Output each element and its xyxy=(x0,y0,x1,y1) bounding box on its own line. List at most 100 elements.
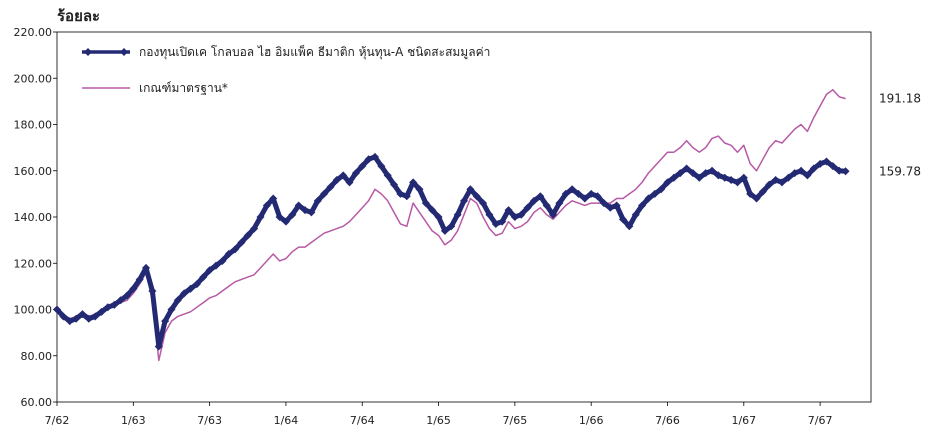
data-point-fund xyxy=(612,201,621,210)
data-point-fund xyxy=(574,189,583,198)
data-point-fund xyxy=(180,289,189,298)
data-point-fund xyxy=(326,182,335,191)
data-point-fund xyxy=(65,317,74,326)
data-point-fund xyxy=(784,173,793,182)
data-point-fund xyxy=(447,222,456,231)
plot-area xyxy=(56,31,872,403)
legend-item-fund: กองทุนเปิดเค โกลบอล ไฮ อิมแพ็ค ธีมาติก ห… xyxy=(82,44,490,60)
data-point-fund xyxy=(390,180,399,189)
data-point-fund xyxy=(224,250,233,258)
data-point-fund xyxy=(529,196,538,205)
data-point-fund xyxy=(695,173,704,182)
data-point-fund xyxy=(485,210,494,219)
data-point-fund xyxy=(631,210,640,219)
data-point-fund xyxy=(84,314,93,323)
data-point-fund xyxy=(345,178,354,187)
data-point-fund xyxy=(701,169,710,178)
y-tick-label: 100.00 xyxy=(14,304,53,317)
data-point-fund xyxy=(714,171,723,180)
x-tick-label: 1/66 xyxy=(579,414,604,427)
data-point-fund xyxy=(523,203,532,212)
data-point-fund xyxy=(339,171,348,180)
data-point-fund xyxy=(727,176,736,184)
data-point-fund xyxy=(78,310,87,319)
data-point-fund xyxy=(510,213,519,221)
series-layer xyxy=(53,89,850,362)
data-point-fund xyxy=(504,206,513,215)
data-point-fund xyxy=(517,210,526,219)
data-point-fund xyxy=(281,217,290,226)
data-point-fund xyxy=(370,152,379,161)
x-tick-label: 1/64 xyxy=(274,414,299,427)
x-tick-label: 7/63 xyxy=(197,414,222,427)
data-point-fund xyxy=(752,194,761,203)
legend-item-benchmark: เกณฑ์มาตรฐาน* xyxy=(82,81,228,95)
data-point-fund xyxy=(91,312,100,321)
data-point-fund xyxy=(161,317,170,326)
data-point-fund xyxy=(599,199,608,208)
data-point-fund xyxy=(828,162,837,171)
data-point-fund xyxy=(332,176,341,184)
x-tick-label: 1/63 xyxy=(121,414,146,427)
data-point-fund xyxy=(262,201,271,210)
data-point-fund xyxy=(231,245,240,254)
data-point-fund xyxy=(250,224,259,233)
data-point-fund xyxy=(765,180,774,189)
data-point-fund xyxy=(472,192,481,201)
data-point-fund xyxy=(822,157,831,166)
series-line-benchmark xyxy=(56,89,846,362)
data-point-fund xyxy=(733,178,742,187)
y-tick-label: 60.00 xyxy=(21,396,53,409)
data-point-fund xyxy=(103,303,112,312)
data-point-fund xyxy=(320,189,329,198)
data-point-fund xyxy=(536,192,545,201)
y-tick-label: 140.00 xyxy=(14,211,53,224)
data-point-fund xyxy=(167,305,176,314)
x-tick-label: 1/67 xyxy=(731,414,756,427)
data-point-fund xyxy=(313,196,322,205)
y-tick-label: 220.00 xyxy=(14,26,53,39)
y-tick-label: 120.00 xyxy=(14,257,53,270)
x-tick-label: 1/65 xyxy=(426,414,451,427)
y-tick-label: 200.00 xyxy=(14,72,53,85)
data-point-fund xyxy=(53,305,61,314)
data-point-fund xyxy=(618,215,627,224)
data-point-fund xyxy=(479,199,488,208)
data-point-fund xyxy=(466,185,475,194)
data-point-fund xyxy=(211,261,220,270)
data-point-fund xyxy=(122,291,131,300)
y-tick-label: 80.00 xyxy=(21,350,53,363)
data-point-fund xyxy=(739,173,748,182)
data-point-fund xyxy=(688,169,697,178)
legend-marker-fund-right xyxy=(120,48,128,56)
data-point-fund xyxy=(676,169,685,178)
x-tick-label: 7/64 xyxy=(350,414,375,427)
data-point-fund xyxy=(593,192,602,201)
data-point-fund xyxy=(663,178,672,187)
data-point-fund xyxy=(351,169,360,178)
data-point-fund xyxy=(192,280,201,289)
data-point-fund xyxy=(453,210,462,219)
end-label-benchmark: 191.18 xyxy=(879,92,921,106)
data-point-fund xyxy=(428,206,437,215)
data-point-fund xyxy=(135,275,144,284)
data-point-fund xyxy=(587,189,596,198)
data-point-fund xyxy=(129,284,138,293)
data-point-fund xyxy=(116,296,125,305)
y-axis: 220.00 200.00 180.00 160.00 140.00 120.00 100.… xyxy=(14,26,57,409)
data-point-fund xyxy=(148,287,157,295)
data-point-fund xyxy=(460,196,468,205)
data-point-fund xyxy=(269,194,278,203)
data-point-fund xyxy=(777,178,786,187)
x-tick-label: 7/65 xyxy=(503,414,528,427)
y-tick-label: 160.00 xyxy=(14,165,53,178)
data-point-fund xyxy=(205,266,214,275)
x-axis: 7/62 1/63 7/63 1/64 7/64 1/65 7/65 1/66 7/66 1/67… xyxy=(45,402,832,427)
data-point-fund xyxy=(154,342,163,351)
data-point-fund xyxy=(580,194,589,203)
data-point-fund xyxy=(440,226,449,235)
data-point-fund xyxy=(797,166,806,175)
data-point-fund xyxy=(816,159,825,168)
data-point-fund xyxy=(199,273,208,282)
